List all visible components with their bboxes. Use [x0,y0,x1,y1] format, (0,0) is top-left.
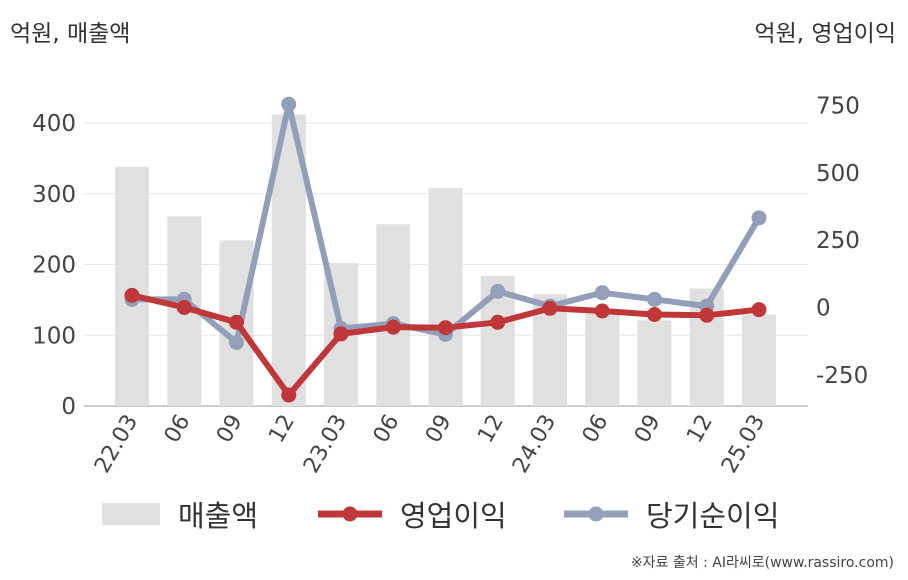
right-tick-label: -250 [816,363,868,389]
bar-sales-25.03 [742,314,776,406]
combo-chart: 0 100 200 300 400 -250 0 250 500 750 22.03 06 09 12… [32,94,868,478]
right-tick-label: 0 [816,296,831,322]
x-tick-label: 06 [160,411,196,448]
point-operating-profit-06 [176,300,192,315]
bar-sales-06 [376,224,411,406]
bar-sales-06 [585,311,620,406]
legend-swatch-net-income [564,506,628,522]
point-net-income-25.03 [751,210,767,226]
x-tick-label: 24.03 [508,411,561,478]
left-tick-label: 200 [32,253,76,279]
point-operating-profit-24.03 [542,300,558,316]
x-tick-label: 12 [473,411,509,448]
point-operating-profit-12 [490,314,506,330]
legend-item-sales: 매출액 [102,492,258,536]
point-operating-profit-09 [229,314,244,330]
legend-label-sales: 매출액 [178,499,259,533]
point-net-income-09 [647,291,662,307]
point-net-income-12 [281,96,297,112]
legend-label-net-income: 당기순이익 [646,499,780,533]
legend-label-operating-profit: 영업이익 [400,499,507,533]
x-tick-label: 12 [264,411,300,448]
point-operating-profit-09 [647,307,662,323]
x-tick-label: 12 [682,411,718,448]
bar-sales-09 [428,188,463,406]
legend-item-operating-profit: 영업이익 [318,492,507,536]
x-tick-label: 06 [369,411,405,448]
point-operating-profit-23.03 [333,326,349,342]
left-tick-label: 100 [32,323,76,349]
right-axis-unit-label: 억원, 영업이익 [754,21,896,47]
right-tick-label: 250 [816,228,860,254]
point-operating-profit-09 [438,320,453,336]
left-tick-label: 400 [32,111,76,137]
legend-swatch-sales [102,503,160,525]
point-operating-profit-12 [699,307,715,323]
right-tick-label: 500 [816,161,860,187]
legend-swatch-operating-profit [318,506,382,522]
point-net-income-06 [594,285,610,301]
source-note: ※자료 출처 : AI라씨로(www.rassiro.com) [630,555,894,571]
x-tick-label: 09 [630,411,666,448]
x-tick-label: 25.03 [717,411,770,478]
bar-sales-09 [637,320,672,406]
x-tick-label: 06 [578,411,614,448]
right-tick-label: 750 [816,94,860,120]
point-net-income-09 [229,335,244,351]
bar-sales-22.03 [115,166,149,406]
x-tick-label: 09 [212,411,248,448]
point-operating-profit-06 [385,319,401,335]
x-tick-label: 09 [421,411,457,448]
point-operating-profit-22.03 [124,287,140,303]
legend-item-net-income: 당기순이익 [564,492,779,536]
point-operating-profit-25.03 [751,302,767,318]
x-tick-label: 22.03 [90,411,143,478]
point-net-income-12 [490,283,506,299]
point-operating-profit-12 [281,387,297,403]
left-tick-label: 300 [32,182,76,208]
point-operating-profit-06 [594,303,610,319]
left-axis-unit-label: 억원, 매출액 [10,21,131,47]
left-tick-label: 0 [61,394,76,420]
x-tick-label: 23.03 [299,411,352,478]
chart-legend: 매출액 영업이익 당기순이익 [0,492,908,536]
